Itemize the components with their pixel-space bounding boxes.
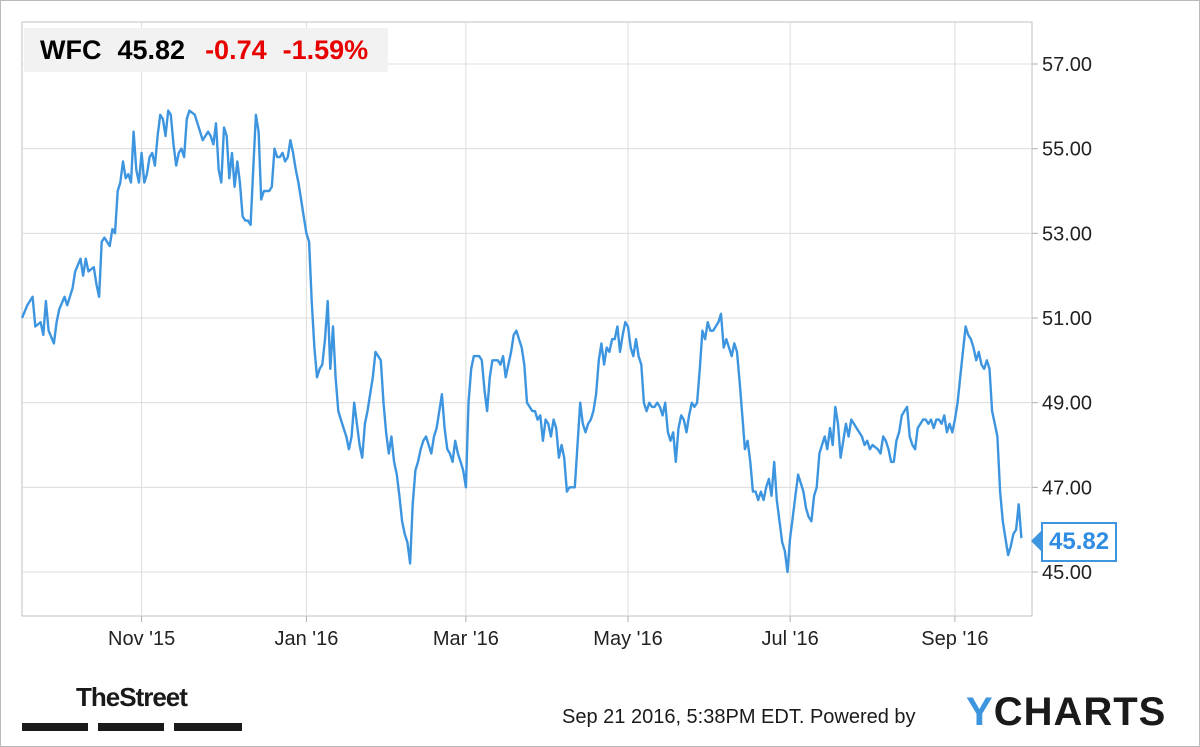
thestreet-logo: TheStreet xyxy=(22,682,242,734)
quote-header: WFC 45.82 -0.74 -1.59% xyxy=(24,28,389,72)
x-tick-label: Jul '16 xyxy=(762,628,819,650)
y-tick-label: 47.00 xyxy=(1042,477,1092,499)
grid xyxy=(22,22,1032,616)
timestamp-text: Sep 21 2016, 5:38PM EDT. xyxy=(562,706,805,728)
y-tick-label: 57.00 xyxy=(1042,54,1092,76)
logo-bar xyxy=(22,723,88,731)
last-price-label: 45.82 xyxy=(1041,522,1118,562)
axis-ticks: 45.00 47.00 49.00 51.00 53.00 55.00 57.00 Nov '… xyxy=(108,54,1092,650)
ticker-symbol: WFC xyxy=(40,34,102,65)
thestreet-wordmark: TheStreet xyxy=(76,682,188,712)
y-tick-label: 55.00 xyxy=(1042,139,1092,161)
plot-area xyxy=(21,21,1033,617)
quote-change-percent: -1.59% xyxy=(282,34,369,65)
x-tick-label: May '16 xyxy=(593,628,662,650)
logo-bar xyxy=(174,723,242,731)
quote-change: -0.74 xyxy=(205,34,267,65)
x-tick-label: Mar '16 xyxy=(433,628,499,650)
last-price-pointer xyxy=(1031,531,1041,551)
price-series-line xyxy=(20,109,1023,574)
y-tick-label: 49.00 xyxy=(1042,393,1092,415)
y-tick-label: 53.00 xyxy=(1042,223,1092,245)
y-tick-label: 45.00 xyxy=(1042,562,1092,584)
y-tick-label: 51.00 xyxy=(1042,308,1092,330)
quote-price: 45.82 xyxy=(117,34,186,65)
footer-timestamp: Sep 21 2016, 5:38PM EDT. Powered by xyxy=(562,706,916,729)
logo-bar xyxy=(98,723,164,731)
x-tick-label: Sep '16 xyxy=(921,628,988,650)
ycharts-y: Y xyxy=(966,690,994,734)
ycharts-rest: CHARTS xyxy=(993,690,1167,734)
x-tick-label: Nov '15 xyxy=(108,628,175,650)
x-tick-label: Jan '16 xyxy=(274,628,338,650)
powered-by-text: Powered by xyxy=(809,706,916,728)
ycharts-logo: YCHARTS xyxy=(966,690,1166,735)
